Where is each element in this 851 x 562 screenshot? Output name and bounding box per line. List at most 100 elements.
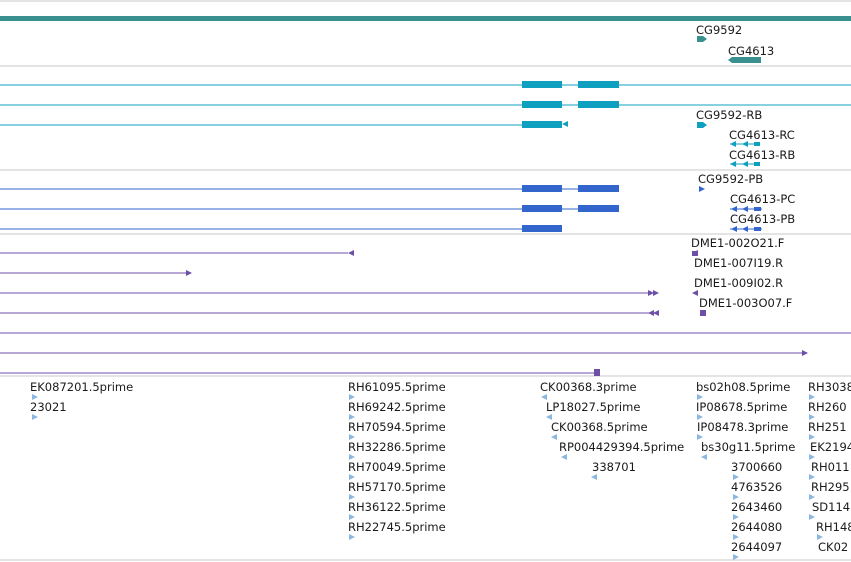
cdna-read-glyph[interactable] (733, 534, 739, 540)
cdna-read-label[interactable]: RH011 (811, 460, 850, 474)
cdna-read-label[interactable]: EK2194 (810, 440, 851, 454)
strand-arrow[interactable] (730, 161, 736, 167)
cdna-read-label[interactable]: RH3038 (808, 380, 851, 394)
cdna-read-glyph[interactable] (349, 454, 355, 460)
cdna-read-label[interactable]: CK02 (818, 540, 849, 554)
exon-block[interactable] (522, 101, 562, 108)
strand-arrow[interactable] (742, 141, 748, 147)
transcript-label[interactable]: CG4613-PC (730, 192, 796, 206)
cdna-read-label[interactable]: CK00368.3prime (540, 380, 637, 394)
cdna-read-glyph[interactable] (809, 394, 815, 400)
strand-arrow[interactable] (731, 226, 737, 232)
cdna-read-glyph[interactable] (349, 474, 355, 480)
cdna-read-glyph[interactable] (349, 394, 355, 400)
gene-glyph-cg9592[interactable] (697, 36, 707, 42)
alignment-label[interactable]: DME1-007I19.R (694, 256, 784, 270)
cdna-read-label[interactable]: CK00368.5prime (551, 420, 648, 434)
strand-arrow[interactable] (742, 161, 748, 167)
cdna-read-label[interactable]: 2644097 (731, 540, 783, 554)
alignment-block[interactable] (594, 369, 600, 376)
cdna-read-glyph[interactable] (809, 414, 815, 420)
cdna-read-label[interactable]: RH70594.5prime (348, 420, 446, 434)
transcript-label[interactable]: CG4613-RB (729, 148, 796, 162)
cdna-read-label[interactable]: 338701 (592, 460, 636, 474)
cdna-read-glyph[interactable] (551, 434, 557, 440)
cdna-read-label[interactable]: bs30g11.5prime (701, 440, 796, 454)
strand-arrow[interactable] (802, 350, 808, 356)
cdna-read-glyph[interactable] (809, 494, 815, 500)
strand-arrow[interactable] (742, 206, 748, 212)
strand-arrow[interactable] (562, 121, 568, 127)
strand-arrow[interactable] (653, 290, 659, 296)
strand-arrow[interactable] (348, 250, 354, 256)
transcript-label[interactable]: CG9592-RB (696, 108, 763, 122)
cdna-read-label[interactable]: SD114 (812, 500, 851, 514)
alignment-label[interactable]: DME1-009I02.R (694, 276, 784, 290)
exon-block[interactable] (578, 205, 619, 212)
cdna-read-label[interactable]: RH295 (811, 480, 850, 494)
cdna-read-label[interactable]: 3700660 (731, 460, 783, 474)
cdna-read-label[interactable]: 2644080 (731, 520, 783, 534)
exon-block[interactable] (522, 81, 562, 88)
cdna-read-label[interactable]: RH57170.5prime (348, 480, 446, 494)
cdna-read-glyph[interactable] (561, 454, 567, 460)
cdna-read-label[interactable]: RH260 (808, 400, 847, 414)
cdna-read-label[interactable]: RH32286.5prime (348, 440, 446, 454)
cdna-read-label[interactable]: RP004429394.5prime (559, 440, 685, 454)
strand-arrow[interactable] (730, 141, 736, 147)
strand-arrow[interactable] (653, 310, 659, 316)
cdna-read-glyph[interactable] (349, 514, 355, 520)
cdna-read-label[interactable]: EK087201.5prime (30, 380, 134, 394)
cdna-read-glyph[interactable] (809, 514, 815, 520)
strand-arrow[interactable] (648, 290, 654, 296)
cdna-read-glyph[interactable] (349, 494, 355, 500)
cdna-read-label[interactable]: RH22745.5prime (348, 520, 446, 534)
strand-arrow[interactable] (742, 226, 748, 232)
cdna-read-label[interactable]: RH70049.5prime (348, 460, 446, 474)
alignment-label[interactable]: DME1-002O21.F (691, 236, 785, 250)
alignment-block[interactable] (692, 251, 698, 256)
transcript-label[interactable]: CG9592-PB (698, 172, 764, 186)
cdna-read-glyph[interactable] (733, 554, 739, 560)
cdna-read-glyph[interactable] (32, 414, 38, 420)
transcript-label[interactable]: CG4613-RC (729, 128, 795, 142)
alignment-block[interactable] (700, 310, 706, 316)
alignment-label[interactable]: DME1-003O07.F (699, 296, 793, 310)
cdna-read-glyph[interactable] (733, 474, 739, 480)
cdna-read-glyph[interactable] (733, 514, 739, 520)
cdna-read-glyph[interactable] (349, 434, 355, 440)
cdna-read-glyph[interactable] (349, 414, 355, 420)
cdna-read-label[interactable]: IP08678.5prime (696, 400, 788, 414)
cdna-read-label[interactable]: IP08478.3prime (697, 420, 789, 434)
cdna-read-label[interactable]: RH69242.5prime (348, 400, 446, 414)
cdna-read-label[interactable]: LP18027.5prime (546, 400, 641, 414)
cdna-read-label[interactable]: RH251 (808, 420, 847, 434)
strand-arrow[interactable] (692, 290, 698, 296)
cdna-read-glyph[interactable] (697, 394, 703, 400)
cdna-read-glyph[interactable] (541, 394, 547, 400)
cdna-read-glyph[interactable] (817, 534, 823, 540)
cdna-read-label[interactable]: RH148 (816, 520, 851, 534)
strand-arrow[interactable] (648, 310, 654, 316)
gene-glyph-cg4613[interactable] (728, 57, 761, 63)
cdna-read-glyph[interactable] (32, 394, 38, 400)
exon-block[interactable] (522, 185, 562, 192)
gene-label[interactable]: CG9592 (696, 23, 743, 37)
cdna-read-glyph[interactable] (349, 534, 355, 540)
cdna-read-label[interactable]: RH36122.5prime (348, 500, 446, 514)
cdna-read-label[interactable]: RH61095.5prime (348, 380, 446, 394)
cdna-read-label[interactable]: 2643460 (731, 500, 783, 514)
cdna-read-glyph[interactable] (697, 414, 703, 420)
cdna-read-label[interactable]: 4763526 (731, 480, 783, 494)
cdna-read-glyph[interactable] (701, 454, 707, 460)
cdna-read-glyph[interactable] (809, 434, 815, 440)
exon-block[interactable] (754, 227, 761, 231)
cdna-read-glyph[interactable] (591, 474, 597, 480)
exon-block[interactable] (754, 162, 760, 166)
cdna-read-label[interactable]: bs02h08.5prime (696, 380, 791, 394)
strand-arrow[interactable] (186, 270, 192, 276)
transcript-label[interactable]: CG4613-PB (730, 212, 796, 226)
exon-block[interactable] (578, 101, 619, 108)
cdna-read-glyph[interactable] (697, 434, 703, 440)
gene-label[interactable]: CG4613 (728, 44, 775, 58)
